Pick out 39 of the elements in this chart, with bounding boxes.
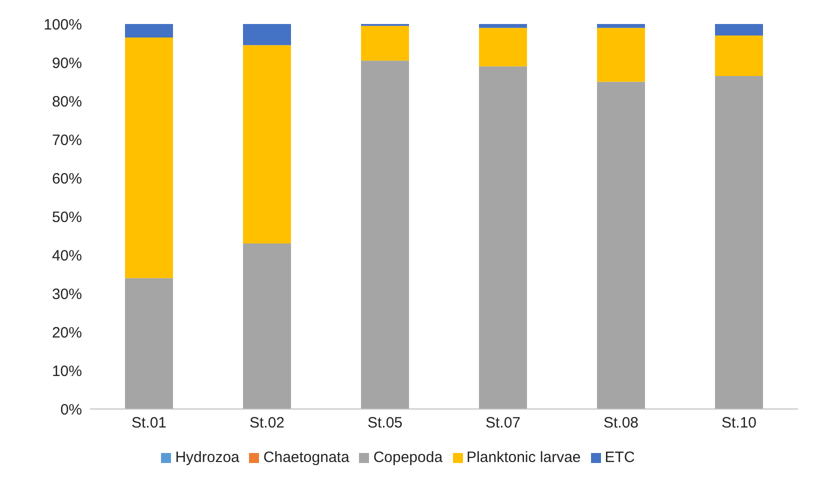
x-tick-label: St.08	[603, 414, 639, 432]
legend-label: Chaetognata	[263, 449, 350, 466]
bar	[125, 24, 173, 38]
bar	[715, 24, 763, 36]
bar	[125, 37, 173, 278]
y-tick-label: 70%	[52, 132, 82, 149]
y-tick-label: 60%	[52, 170, 82, 188]
y-tick-label: 50%	[52, 208, 82, 226]
y-tick-label: 40%	[52, 247, 82, 264]
bar	[479, 28, 527, 66]
y-tick-label: 20%	[52, 324, 82, 342]
y-tick-label: 0%	[60, 401, 82, 418]
bar	[361, 60, 409, 409]
bar	[715, 36, 763, 76]
x-tick-label: St.01	[131, 414, 167, 432]
legend-label: Copepoda	[373, 449, 443, 466]
bar	[125, 278, 173, 409]
x-tick-label: St.05	[367, 414, 403, 432]
x-tick-label: St.10	[721, 414, 757, 432]
bar	[243, 45, 291, 244]
bar	[597, 28, 645, 82]
bar	[243, 24, 291, 46]
bar	[597, 82, 645, 409]
y-tick-label: 80%	[52, 93, 82, 110]
bar	[479, 24, 527, 28]
legend-label: Hydrozoa	[175, 449, 240, 466]
legend-label: ETC	[604, 449, 635, 466]
y-tick-label: 30%	[52, 286, 82, 303]
y-tick-label: 90%	[52, 54, 82, 72]
y-tick-label: 10%	[52, 362, 82, 380]
legend-label: Planktonic larvae	[466, 449, 581, 466]
bar	[361, 26, 409, 61]
x-tick-label: St.02	[249, 414, 285, 432]
y-tick-label: 100%	[44, 16, 82, 34]
bar	[715, 76, 763, 409]
x-tick-label: St.07	[485, 414, 521, 432]
bar	[597, 24, 645, 28]
bar	[479, 66, 527, 409]
bar	[243, 243, 291, 409]
